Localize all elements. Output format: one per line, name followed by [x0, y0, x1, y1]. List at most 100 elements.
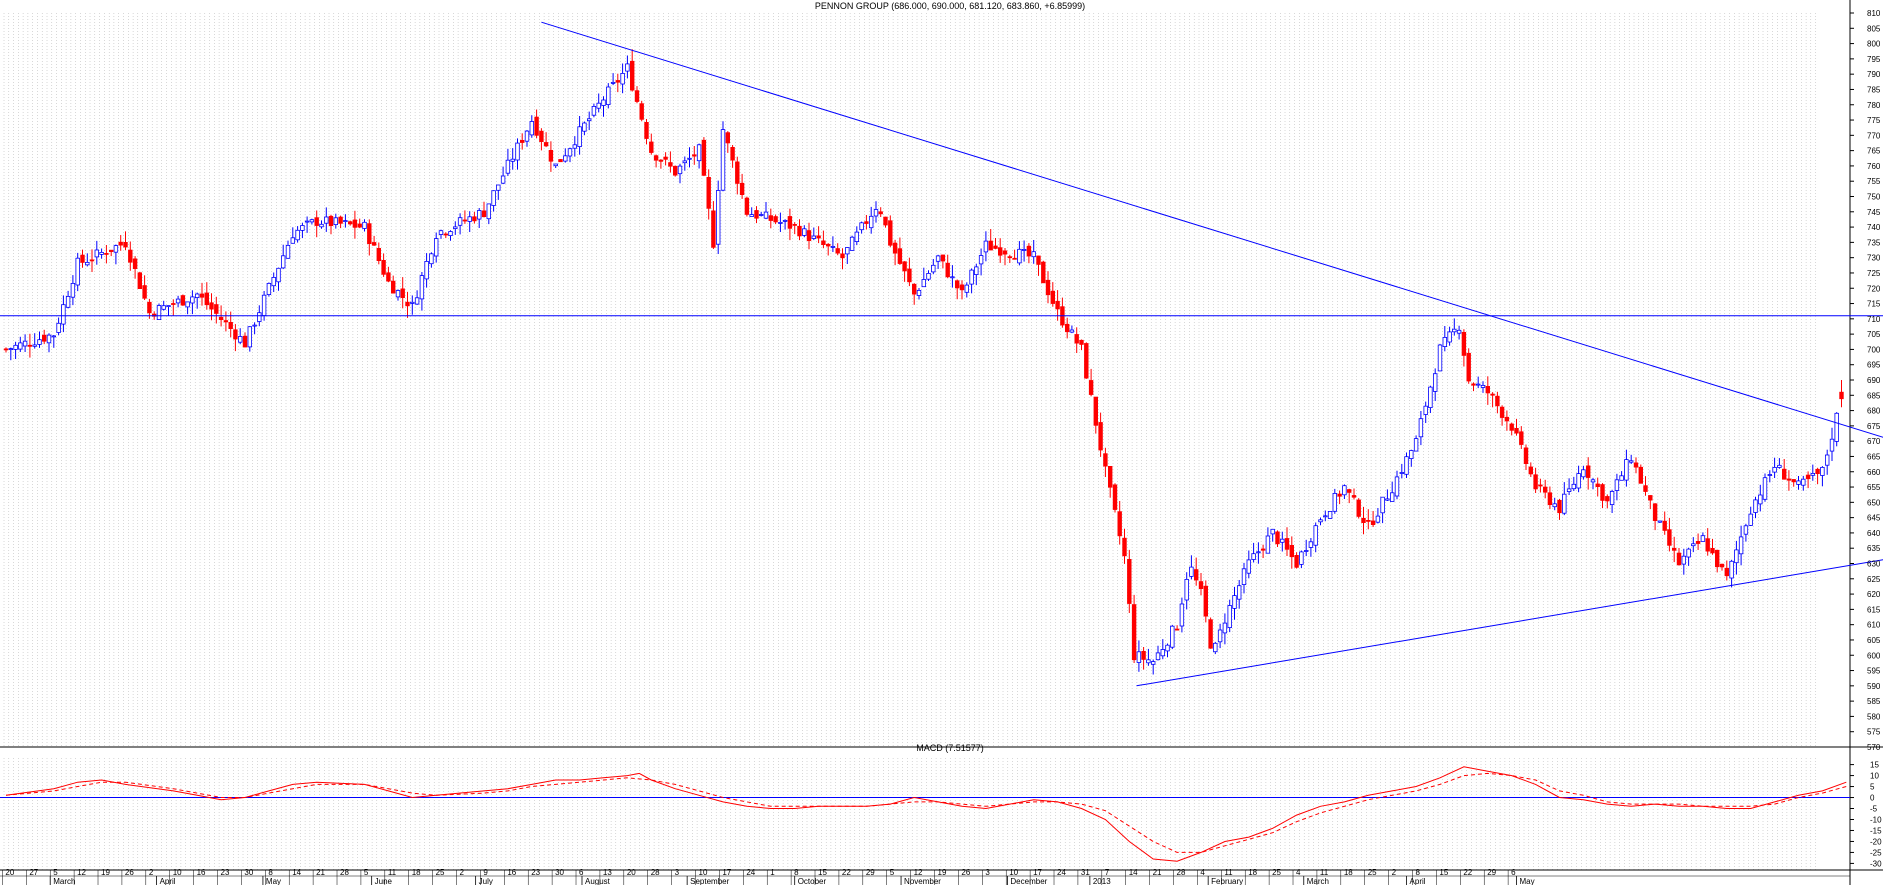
up-candle	[186, 302, 190, 307]
down-candle	[119, 242, 123, 245]
price-tick-label: 595	[1867, 667, 1881, 676]
up-candle	[1242, 569, 1246, 585]
up-candle	[1591, 480, 1595, 482]
date-tick-label: 16	[507, 868, 516, 877]
down-candle	[181, 296, 185, 306]
date-tick-label: 6	[1511, 868, 1516, 877]
up-candle	[296, 230, 300, 240]
up-candle	[1433, 374, 1437, 392]
price-tick-label: 625	[1867, 575, 1881, 584]
price-tick-label: 760	[1867, 162, 1881, 171]
up-candle	[846, 248, 850, 254]
down-candle	[673, 166, 677, 175]
up-candle	[984, 241, 988, 252]
date-tick-label: 8	[268, 868, 273, 877]
up-candle	[95, 250, 99, 257]
price-tick-label: 745	[1867, 208, 1881, 217]
date-tick-label: 6	[579, 868, 584, 877]
down-candle	[1529, 467, 1533, 474]
down-candle	[1543, 487, 1547, 492]
up-candle	[621, 73, 625, 84]
up-candle	[195, 294, 199, 298]
down-candle	[1290, 545, 1294, 556]
up-candle	[1410, 451, 1414, 459]
date-tick-label: 17	[722, 868, 731, 877]
up-candle	[1218, 630, 1222, 642]
down-candle	[1113, 485, 1117, 510]
down-candle	[143, 286, 147, 299]
up-candle	[530, 122, 534, 135]
date-tick-label: 20	[5, 868, 14, 877]
down-candle	[219, 317, 223, 319]
down-candle	[315, 218, 319, 226]
date-tick-label: 14	[292, 868, 301, 877]
date-tick-label: 3	[675, 868, 680, 877]
down-candle	[669, 163, 673, 167]
up-candle	[850, 237, 854, 250]
up-candle	[238, 337, 242, 343]
up-candle	[1414, 439, 1418, 452]
price-tick-label: 585	[1867, 697, 1881, 706]
up-candle	[1567, 489, 1571, 492]
down-candle	[1677, 553, 1681, 565]
date-tick-label: 11	[1224, 868, 1233, 877]
down-candle	[1520, 432, 1524, 445]
up-candle	[487, 204, 491, 219]
down-candle	[1816, 469, 1820, 473]
price-tick-label: 645	[1867, 514, 1881, 523]
up-candle	[1032, 252, 1036, 257]
up-candle	[1825, 455, 1829, 465]
date-tick-label: 23	[531, 868, 540, 877]
down-candle	[822, 241, 826, 245]
down-candle	[234, 330, 238, 339]
up-candle	[803, 229, 807, 236]
date-tick-label: 15	[818, 868, 827, 877]
up-candle	[1778, 465, 1782, 467]
price-tick-label: 700	[1867, 345, 1881, 354]
down-candle	[1653, 504, 1657, 521]
date-tick-label: 2	[149, 868, 154, 877]
price-tick-label: 665	[1867, 452, 1881, 461]
up-candle	[1730, 561, 1734, 578]
price-tick-label: 695	[1867, 361, 1881, 370]
down-candle	[1840, 392, 1844, 399]
down-candle	[912, 284, 916, 294]
up-candle	[1763, 478, 1767, 500]
price-tick-label: 730	[1867, 254, 1881, 263]
up-candle	[458, 218, 462, 226]
date-tick-label: 17	[1033, 868, 1042, 877]
down-candle	[1606, 497, 1610, 501]
down-candle	[1276, 532, 1280, 544]
macd-lines	[0, 767, 1850, 861]
up-candle	[1180, 604, 1184, 626]
date-tick-label: 28	[1177, 868, 1186, 877]
down-candle	[1261, 549, 1265, 550]
up-candle	[1161, 650, 1165, 656]
down-candle	[1491, 394, 1495, 395]
up-candle	[932, 265, 936, 272]
macd-tick-label: -5	[1870, 805, 1878, 814]
up-candle	[9, 349, 13, 350]
month-label: February	[1211, 877, 1243, 885]
price-tick-label: 605	[1867, 636, 1881, 645]
price-tick-label: 765	[1867, 147, 1881, 156]
up-candle	[38, 340, 42, 345]
down-candle	[1080, 340, 1084, 344]
up-candle	[1300, 552, 1304, 565]
down-candle	[1347, 490, 1351, 493]
down-candle	[726, 133, 730, 143]
up-candle	[678, 166, 682, 174]
down-candle	[1534, 475, 1538, 489]
up-candle	[1328, 511, 1332, 518]
date-tick-label: 18	[412, 868, 421, 877]
date-tick-label: 16	[197, 868, 206, 877]
down-candle	[989, 241, 993, 250]
macd-tick-label: -30	[1870, 859, 1882, 868]
up-candle	[1821, 467, 1825, 475]
month-label: April	[160, 877, 176, 885]
up-candle	[1343, 486, 1347, 495]
up-candle	[1625, 460, 1629, 481]
down-candle	[841, 254, 845, 258]
price-tick-label: 740	[1867, 223, 1881, 232]
up-candle	[1400, 473, 1404, 474]
